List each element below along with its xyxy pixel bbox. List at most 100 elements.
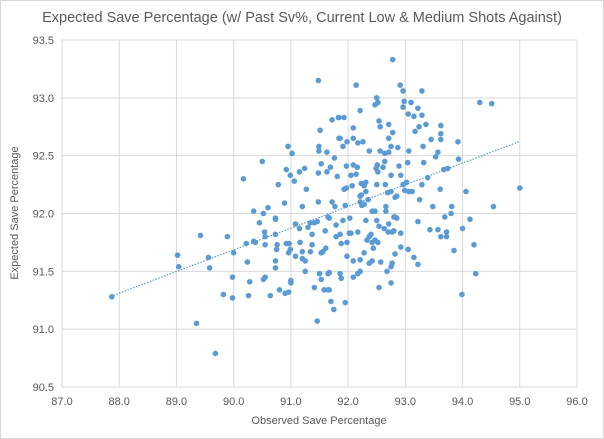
data-point: [444, 165, 451, 172]
data-point: [287, 172, 294, 179]
data-point: [337, 135, 343, 142]
data-point: [347, 215, 353, 221]
data-point: [459, 225, 466, 232]
data-point: [341, 114, 347, 121]
data-point: [388, 188, 394, 195]
data-point: [419, 112, 425, 118]
data-point: [353, 82, 359, 88]
data-point: [397, 244, 404, 250]
data-point: [220, 291, 227, 298]
data-point: [376, 118, 382, 124]
data-point: [230, 250, 237, 256]
data-point: [276, 287, 283, 293]
data-point: [273, 246, 280, 253]
data-point: [393, 193, 400, 199]
gridlines: [61, 39, 578, 388]
data-point: [285, 289, 292, 295]
x-tick-label: 95.0: [509, 396, 530, 408]
data-point: [333, 222, 339, 228]
x-tick-label: 96.0: [566, 396, 587, 408]
data-point: [340, 217, 346, 224]
data-point: [315, 77, 322, 84]
data-point: [423, 121, 429, 128]
data-point: [328, 298, 334, 305]
data-point: [408, 99, 414, 106]
data-point: [343, 185, 350, 191]
data-point: [301, 165, 308, 172]
data-point: [342, 202, 349, 209]
data-point: [311, 284, 318, 291]
data-point: [350, 258, 357, 264]
data-point: [376, 223, 382, 230]
data-point: [174, 252, 181, 258]
data-point: [375, 169, 381, 175]
data-point: [369, 258, 375, 264]
data-point: [322, 228, 329, 234]
data-point: [288, 280, 294, 286]
data-point: [344, 239, 350, 246]
data-point: [375, 239, 381, 246]
data-point: [260, 210, 267, 217]
data-point: [206, 265, 213, 271]
data-point: [381, 225, 387, 232]
data-point: [303, 186, 310, 193]
data-point: [427, 226, 433, 233]
data-point: [391, 228, 397, 234]
y-tick-label: 93.0: [33, 93, 54, 105]
data-point: [368, 231, 374, 238]
data-point: [488, 100, 495, 107]
data-point: [380, 164, 386, 171]
data-point: [286, 240, 292, 247]
data-point: [416, 196, 423, 203]
data-point: [438, 233, 444, 240]
y-tick-label: 92.5: [33, 151, 54, 163]
data-point: [415, 105, 421, 112]
data-point: [321, 287, 327, 293]
data-point: [435, 226, 441, 233]
x-axis-ticks: 87.0 88.0 89.0 90.0 91.0 92.0 93.0 94.0 95.0 96.0: [51, 396, 587, 408]
data-point: [463, 188, 469, 195]
data-point: [272, 265, 279, 271]
data-point: [292, 221, 299, 227]
data-point: [285, 250, 292, 256]
data-point: [244, 259, 251, 265]
data-point: [296, 169, 303, 175]
data-point: [365, 196, 371, 203]
data-point: [419, 88, 425, 94]
data-point: [197, 232, 204, 239]
data-point: [272, 231, 279, 238]
data-point: [393, 215, 400, 221]
data-point: [435, 149, 441, 155]
data-point: [327, 164, 334, 171]
data-point: [314, 218, 321, 225]
data-point: [361, 250, 367, 256]
data-point: [415, 261, 421, 268]
data-point: [366, 148, 373, 154]
data-point: [309, 241, 315, 248]
data-point: [302, 258, 308, 264]
data-point: [385, 135, 392, 142]
data-point: [370, 245, 377, 251]
data-point: [405, 148, 412, 154]
data-point: [455, 138, 461, 145]
data-point: [281, 200, 288, 206]
data-point: [405, 111, 411, 117]
data-point: [348, 172, 354, 179]
data-point: [392, 251, 398, 257]
data-point: [297, 239, 303, 246]
data-point: [338, 240, 345, 247]
data-point: [316, 143, 322, 150]
data-point: [400, 88, 406, 94]
data-point: [424, 174, 431, 181]
y-tick-label: 93.5: [33, 35, 54, 47]
data-point: [377, 259, 384, 265]
x-tick-label: 93.0: [395, 396, 416, 408]
data-point: [382, 181, 389, 188]
data-point: [397, 230, 404, 236]
data-point: [409, 188, 416, 195]
data-point: [385, 221, 392, 227]
data-point: [373, 181, 380, 188]
data-point: [404, 159, 411, 166]
data-point: [315, 199, 322, 205]
